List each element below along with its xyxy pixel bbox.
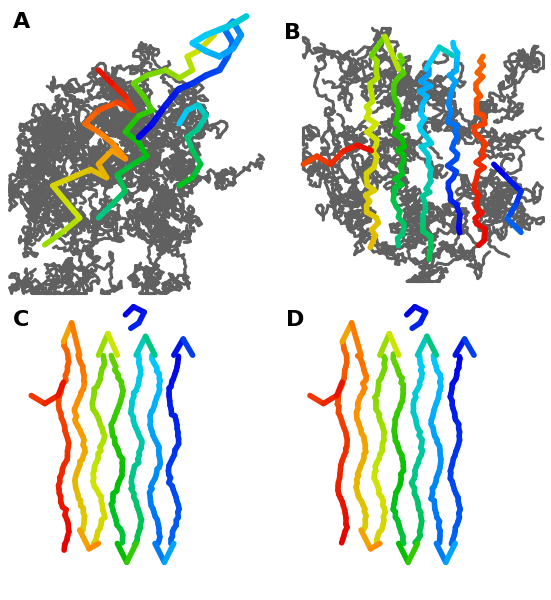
Text: D: D bbox=[286, 310, 304, 330]
Text: A: A bbox=[13, 11, 30, 32]
Text: C: C bbox=[13, 310, 29, 330]
Text: B: B bbox=[284, 23, 301, 43]
